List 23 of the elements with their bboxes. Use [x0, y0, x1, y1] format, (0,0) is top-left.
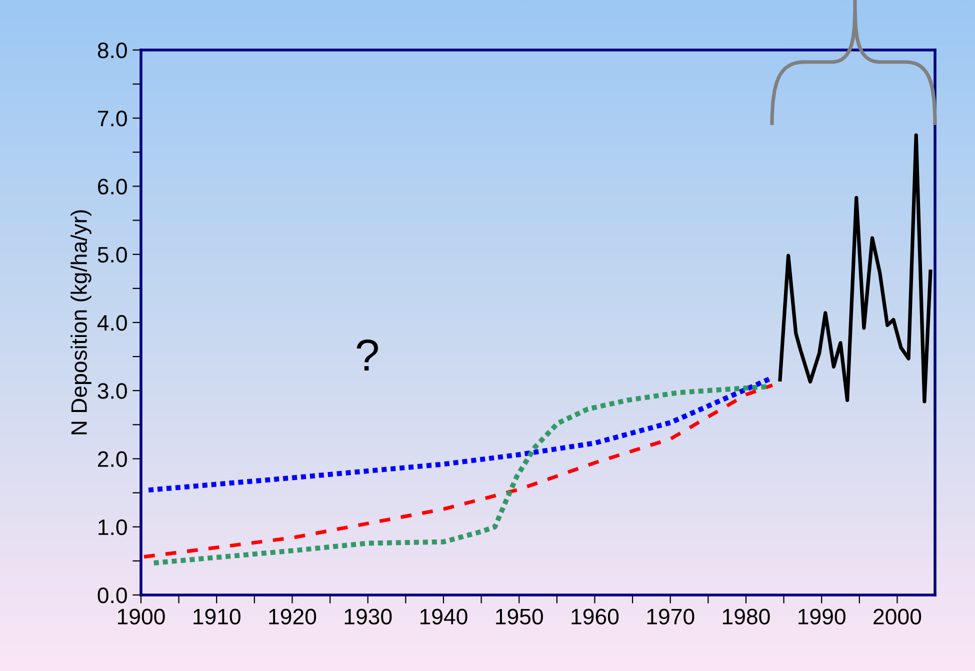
x-tick-label: 1980 — [722, 608, 770, 624]
x-tick-label: 1960 — [572, 608, 619, 624]
y-tick-label: 7.0 — [98, 110, 127, 126]
x-tick-label: 1930 — [344, 608, 392, 624]
x-tick-label: 1900 — [118, 608, 165, 624]
x-tick-label: 1910 — [194, 608, 240, 624]
x-tick-label: 1990 — [798, 608, 846, 624]
y-tick-label: 1.0 — [98, 519, 127, 536]
x-tick-label: 1950 — [496, 608, 543, 624]
x-tick-label: 2000 — [874, 608, 922, 624]
annotation: ? — [356, 339, 378, 370]
x-tick-label: 1940 — [420, 608, 468, 624]
x-tick-label: 1920 — [269, 608, 316, 624]
y-tick-label: 5.0 — [98, 246, 127, 263]
y-tick-label: 0.0 — [98, 588, 127, 604]
y-tick-label: 3.0 — [98, 383, 127, 399]
y-tick-label: 8.0 — [98, 42, 127, 58]
x-tick-label: 1970 — [647, 608, 694, 624]
y-tick-label: 2.0 — [98, 451, 127, 467]
line-series — [778, 133, 932, 404]
y-tick-label: 6.0 — [98, 178, 127, 195]
y-tick-label: 4.0 — [97, 315, 127, 331]
y-axis-title: N Deposition (kg/ha/yr) — [70, 210, 92, 434]
